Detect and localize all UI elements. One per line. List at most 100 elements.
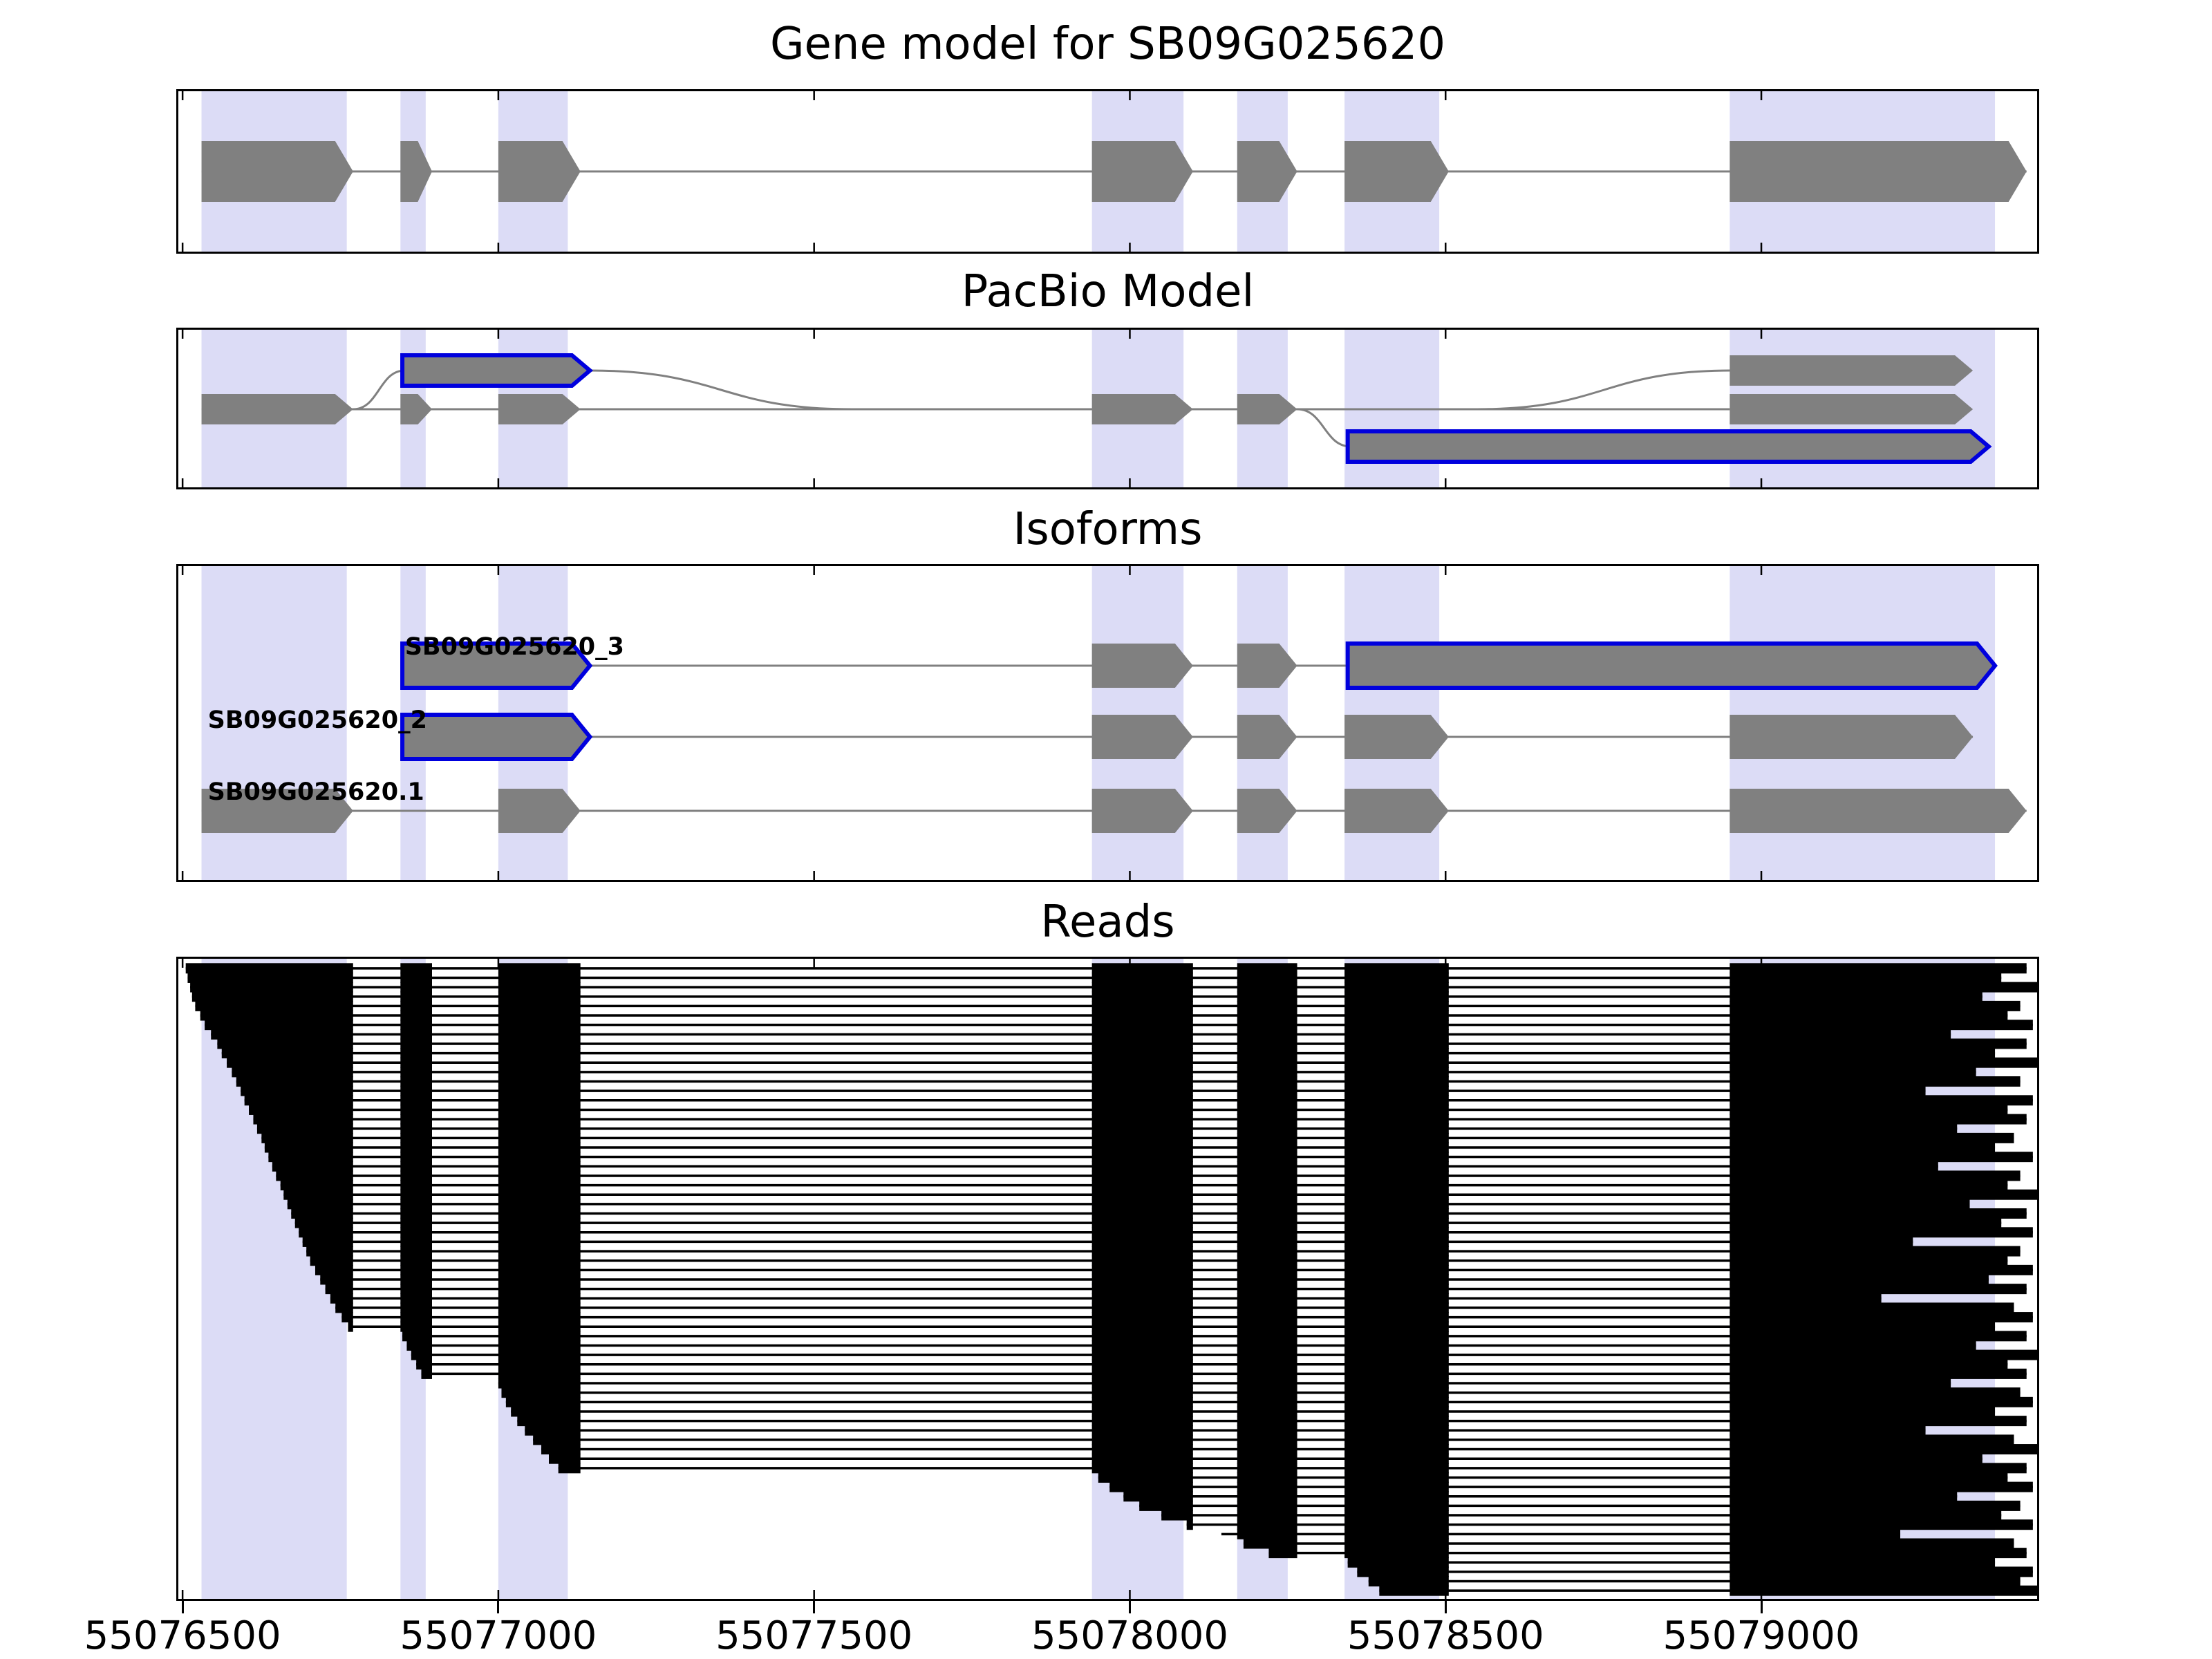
exon xyxy=(498,789,581,833)
read-exon-block xyxy=(498,1349,581,1360)
read-exon-block xyxy=(1091,1180,1193,1191)
read-exon-block xyxy=(1237,1284,1297,1295)
exon xyxy=(400,394,432,424)
read-exon-block xyxy=(280,1180,353,1191)
read-exon-block xyxy=(498,1321,581,1332)
read-exon-block xyxy=(1237,1416,1297,1427)
read-exon-block xyxy=(1344,1048,1449,1059)
read-exon-block xyxy=(1091,982,1193,993)
read-exon-block xyxy=(299,1227,353,1238)
read-exon-block xyxy=(1344,1095,1449,1106)
read-exon-block xyxy=(1237,1123,1297,1134)
read-exon-block xyxy=(1268,1548,1297,1559)
read-exon-block xyxy=(1730,1349,2039,1360)
panel-border xyxy=(176,957,2039,1601)
read-exon-block xyxy=(1237,1321,1297,1332)
read-exon-block xyxy=(1186,1519,1193,1530)
read xyxy=(348,1321,1996,1332)
exon-highlighted xyxy=(400,641,593,690)
isoform-label: SB09G025620.1 xyxy=(208,778,424,806)
exon xyxy=(1237,141,1297,202)
read-exon-block xyxy=(400,1010,432,1021)
panel-border xyxy=(176,328,2039,489)
exon xyxy=(1091,141,1193,202)
read-exon-block xyxy=(191,991,353,1002)
read-exon-block xyxy=(1344,1010,1449,1021)
read-exon-block xyxy=(1091,1349,1193,1360)
read-exon-block xyxy=(498,1067,581,1078)
read-exon-block xyxy=(1730,1321,1996,1332)
read-exon-block xyxy=(1237,1152,1297,1163)
read-exon-block xyxy=(1237,1057,1297,1068)
read-exon-block xyxy=(1091,1085,1193,1096)
read-exon-block xyxy=(1344,1000,1449,1011)
read xyxy=(402,1331,2027,1342)
read-exon-block xyxy=(498,1161,581,1172)
read-exon-block xyxy=(211,1029,353,1040)
read-exon-block xyxy=(1357,1566,1449,1577)
read xyxy=(320,1274,1989,1285)
read xyxy=(294,1217,2002,1228)
read-exon-block xyxy=(1237,1528,1297,1539)
read-exon-block xyxy=(1344,1076,1449,1087)
read-exon-block xyxy=(400,1255,432,1266)
read xyxy=(310,1255,2008,1266)
read xyxy=(211,1029,1951,1040)
read-exon-block xyxy=(1091,1020,1193,1031)
read-exon-block xyxy=(1344,1538,1449,1549)
read-exon-block xyxy=(400,1284,432,1295)
read-exon-block xyxy=(1091,1312,1193,1323)
read xyxy=(505,1396,2033,1407)
read-exon-block xyxy=(1730,1387,2021,1398)
read-exon-block xyxy=(244,1095,353,1106)
read-exon-block xyxy=(1091,1152,1193,1163)
read-exon-block xyxy=(1344,1085,1449,1096)
read-exon-block xyxy=(549,1453,581,1464)
read-exon-block xyxy=(1091,1104,1193,1115)
axis-tick-label: 55076500 xyxy=(84,1613,281,1658)
read-exon-block xyxy=(400,1227,432,1238)
read-exon-block xyxy=(1344,1331,1449,1342)
read-exon-block xyxy=(1344,1161,1449,1172)
read-exon-block xyxy=(1344,1180,1449,1191)
read-exon-block xyxy=(1344,1142,1449,1153)
read-exon-block xyxy=(400,1217,432,1228)
read-exon-block xyxy=(1237,1067,1297,1078)
read-exon-block xyxy=(1730,1453,1983,1464)
read-exon-block xyxy=(1091,1246,1193,1257)
read-exon-block xyxy=(402,1331,432,1342)
read xyxy=(276,1170,2021,1181)
read-exon-block xyxy=(1237,1048,1297,1059)
exon xyxy=(1730,715,1974,759)
read-exon-block xyxy=(256,1123,353,1134)
read-exon-block xyxy=(1237,1114,1297,1125)
read-exon-block xyxy=(1237,1085,1297,1096)
read-exon-block xyxy=(1091,1378,1193,1389)
read xyxy=(280,1180,2008,1191)
read-exon-block xyxy=(1730,1331,2027,1342)
read-exon-block xyxy=(1344,1500,1449,1511)
read-exon-block xyxy=(498,1142,581,1153)
read-exon-block xyxy=(1237,1236,1297,1247)
read-exon-block xyxy=(221,1048,353,1059)
splice-curve xyxy=(1477,369,1732,411)
read xyxy=(416,1359,2008,1370)
read-exon-block xyxy=(498,1095,581,1106)
read xyxy=(221,1048,1996,1059)
read-exon-block xyxy=(1237,1500,1297,1511)
read xyxy=(200,1010,2008,1021)
read-exon-block xyxy=(400,1048,432,1059)
read-exon-block xyxy=(1091,972,1193,983)
read-exon-block xyxy=(505,1396,581,1407)
read-exon-block xyxy=(264,1142,353,1153)
read-exon-block xyxy=(1344,1453,1449,1464)
read-exon-block xyxy=(261,1132,353,1143)
read xyxy=(1368,1576,2021,1587)
read-exon-block xyxy=(1730,1132,2014,1143)
read-exon-block xyxy=(1091,1142,1193,1153)
read-exon-block xyxy=(501,1387,581,1398)
isoform-label: SB09G025620_3 xyxy=(405,633,624,661)
read-exon-block xyxy=(1237,1378,1297,1389)
read-exon-block xyxy=(1237,1076,1297,1087)
read-exon-block xyxy=(249,1104,353,1115)
